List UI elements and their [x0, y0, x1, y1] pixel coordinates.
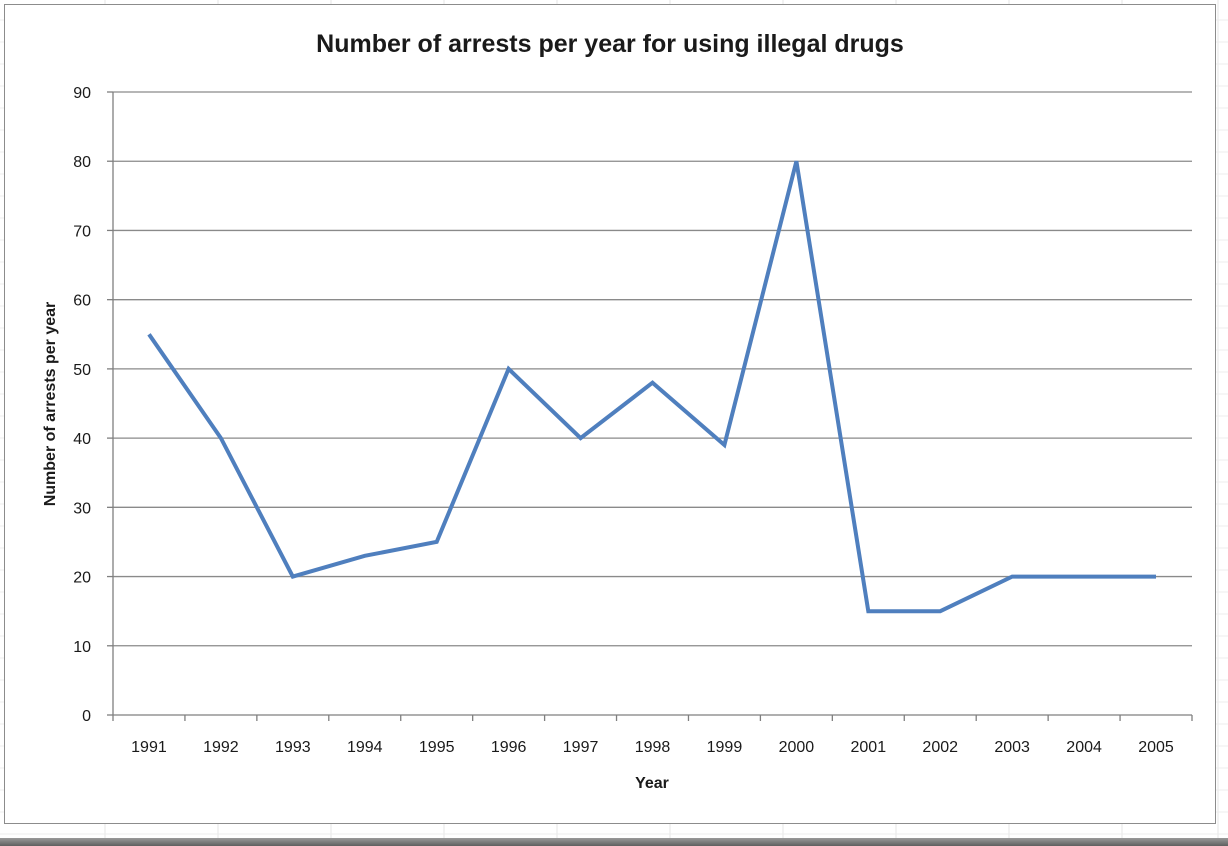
y-axis-title: Number of arrests per year: [42, 302, 59, 507]
chart-title: Number of arrests per year for using ill…: [316, 30, 904, 58]
y-tick-label: 0: [82, 708, 91, 725]
x-tick-label: 1998: [635, 739, 671, 756]
x-tick-label: 2002: [922, 739, 958, 756]
y-tick-labels: 0 10 20 30 40 50 60 70 80 90: [73, 85, 91, 725]
data-point[interactable]: [144, 329, 154, 339]
x-tick-label: 1991: [131, 739, 167, 756]
y-tick-label: 80: [73, 154, 91, 171]
data-point[interactable]: [1151, 572, 1161, 582]
data-point[interactable]: [360, 551, 370, 561]
x-tick-label: 1993: [275, 739, 311, 756]
data-point[interactable]: [288, 572, 298, 582]
x-tick-label: 1996: [491, 739, 527, 756]
window-bottom-edge: [0, 838, 1228, 846]
data-point[interactable]: [935, 606, 945, 616]
axes: [107, 91, 1193, 721]
y-tick-label: 90: [73, 85, 91, 102]
y-tick-label: 60: [73, 293, 91, 310]
y-tick-label: 10: [73, 639, 91, 656]
y-tick-label: 30: [73, 500, 91, 517]
y-tick-label: 40: [73, 431, 91, 448]
y-tick-label: 20: [73, 570, 91, 587]
x-tick-label: 2003: [994, 739, 1030, 756]
data-point[interactable]: [791, 156, 801, 166]
data-point[interactable]: [504, 364, 514, 374]
data-point[interactable]: [432, 537, 442, 547]
series-line[interactable]: [147, 160, 1156, 614]
data-point[interactable]: [863, 606, 873, 616]
data-point[interactable]: [1007, 572, 1017, 582]
data-point[interactable]: [216, 433, 226, 443]
data-point[interactable]: [719, 440, 729, 450]
series-layer: [144, 156, 1161, 616]
x-tick-label: 2001: [851, 739, 887, 756]
x-tick-label: 1995: [419, 739, 455, 756]
x-tick-label: 2004: [1066, 739, 1102, 756]
y-tick-label: 50: [73, 362, 91, 379]
x-tick-label: 2000: [779, 739, 815, 756]
x-axis-title: Year: [635, 775, 669, 792]
x-tick-label: 1992: [203, 739, 239, 756]
data-point[interactable]: [1079, 572, 1089, 582]
x-tick-label: 1999: [707, 739, 743, 756]
x-tick-label: 1997: [563, 739, 599, 756]
data-point[interactable]: [648, 378, 658, 388]
y-tick-label: 70: [73, 223, 91, 240]
data-point[interactable]: [576, 433, 586, 443]
x-tick-labels: 1991 1992 1993 1994 1995 1996 1997 1998 1999 2000…: [131, 739, 1174, 756]
x-tick-label: 1994: [347, 739, 383, 756]
x-tick-label: 2005: [1138, 739, 1174, 756]
gridlines: [113, 91, 1192, 647]
